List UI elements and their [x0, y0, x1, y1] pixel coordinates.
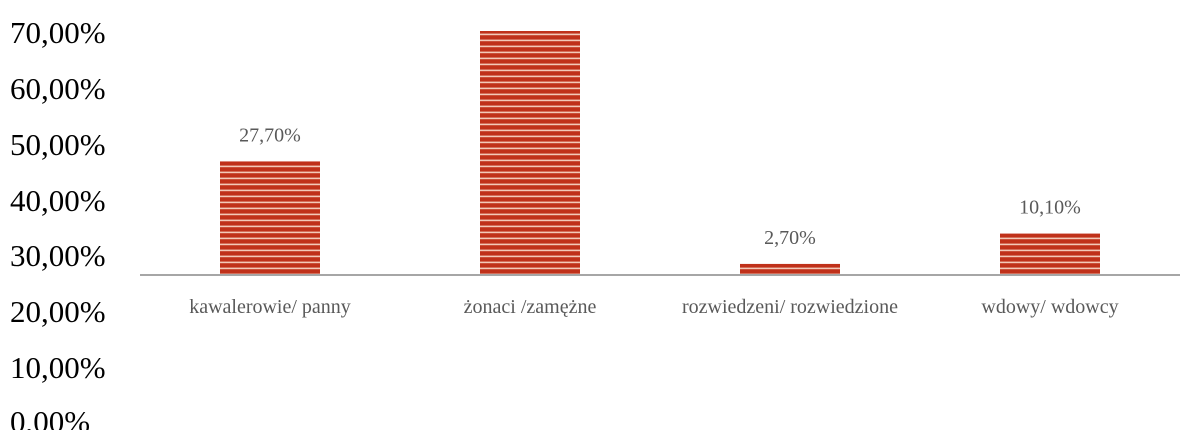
x-tick-label: żonaci /zamężne [464, 296, 597, 318]
bar-data-label: 10,10% [1019, 197, 1081, 219]
bar-data-label: 2,70% [764, 227, 816, 249]
bar-series: 27,70% kawalerowie/ panny żonaci /zamężne 2… [189, 31, 1119, 318]
y-tick-label: 60,00% [10, 71, 106, 106]
bar [1000, 233, 1100, 275]
y-tick-label: 40,00% [10, 183, 106, 218]
bar [220, 161, 320, 275]
bar [740, 263, 840, 275]
y-tick-label: 20,00% [10, 294, 106, 329]
y-tick-label: 10,00% [10, 350, 106, 385]
bar [480, 31, 580, 275]
x-tick-label: kawalerowie/ panny [189, 296, 351, 318]
x-tick-label: rozwiedzeni/ rozwiedzione [682, 296, 898, 318]
y-tick-label: 70,00% [10, 15, 106, 50]
bar-data-label: 27,70% [239, 124, 301, 146]
y-tick-label: 0,00% [10, 404, 90, 430]
y-tick-label: 30,00% [10, 238, 106, 273]
y-axis-tick-labels: 70,00% 60,00% 50,00% 40,00% 30,00% 20,00… [10, 15, 106, 430]
x-tick-label: wdowy/ wdowcy [981, 296, 1118, 318]
y-tick-label: 50,00% [10, 127, 106, 162]
